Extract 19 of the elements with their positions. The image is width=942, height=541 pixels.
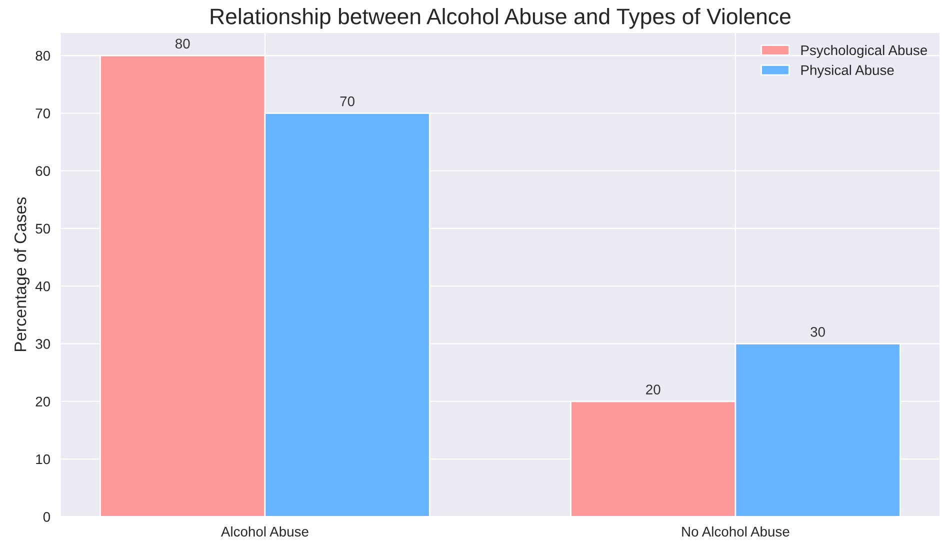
y-tick-label: 40 (35, 281, 50, 292)
legend-label: Physical Abuse (801, 64, 894, 78)
y-tick-label: 50 (36, 224, 50, 234)
legend-label: Psychological Abuse (801, 44, 928, 58)
x-tick-label: Alcohol Abuse (220, 526, 308, 537)
data-label: 80 (175, 38, 190, 49)
y-tick-label: 80 (36, 50, 50, 61)
data-label: 30 (810, 326, 825, 337)
x-tick-label: No Alcohol Abuse (682, 526, 790, 537)
data-label: 20 (646, 384, 660, 394)
y-tick-label: 0 (43, 512, 50, 522)
y-tick-label: 60 (36, 166, 50, 176)
y-tick-label: 30 (36, 339, 50, 349)
y-tick-label: 10 (36, 454, 50, 464)
y-axis-title: Percentage of Cases (14, 197, 30, 352)
y-tick-label: 20 (36, 396, 50, 407)
y-tick-label: 70 (36, 108, 50, 118)
data-label: 70 (340, 96, 354, 106)
chart-title: Relationship between Alcohol Abuse and Types of Violence (210, 8, 790, 29)
